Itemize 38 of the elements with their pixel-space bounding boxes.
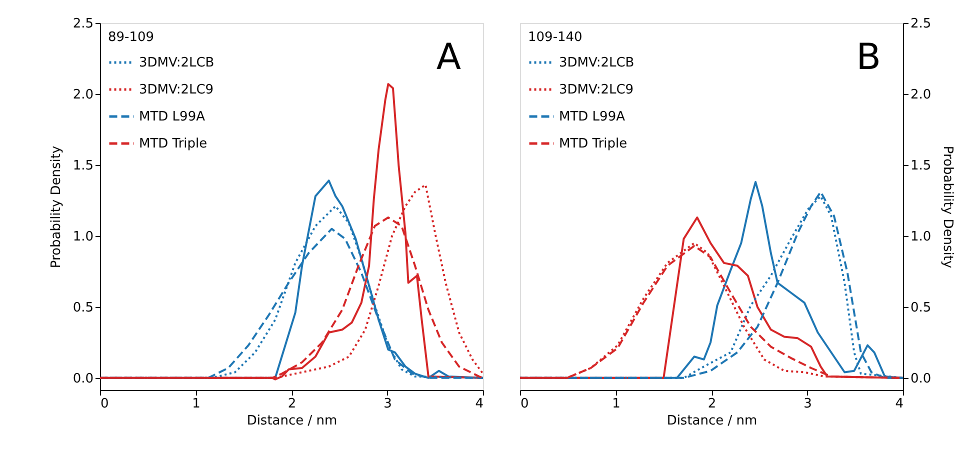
x-tick-label: 0 (520, 396, 529, 412)
legend-label: 3DMV:2LCB (559, 56, 634, 70)
annotation: B (856, 37, 881, 78)
x-tick-label: 2 (708, 396, 716, 412)
x-tick-label: 4 (895, 396, 904, 412)
legend-label: MTD Triple (559, 136, 628, 152)
x-tick-label: 2 (288, 396, 296, 412)
x-axis-title: Distance / nm (666, 414, 758, 428)
y2-tick-label: 1.0 (910, 229, 932, 244)
y2-tick-label: 1.5 (910, 158, 932, 174)
x-tick-label: 3 (804, 396, 812, 412)
y2-tick-label: 2.5 (910, 16, 932, 32)
annotation: A (436, 37, 462, 78)
y-tick-label: 2.0 (72, 87, 94, 102)
x-tick-label: 3 (384, 396, 392, 412)
y2-axis-title: Probability Density (940, 146, 956, 268)
legend-title: 89-109 (108, 30, 154, 45)
legend-label: 3DMV:2LCB (139, 56, 214, 70)
y-axis-title: Probability Density (48, 146, 64, 268)
x-tick-label: 1 (192, 396, 200, 412)
x-tick-label: 1 (612, 396, 620, 412)
legend-label: 3DMV:2LC9 (559, 82, 634, 98)
legend-label: 3DMV:2LC9 (139, 82, 214, 98)
x-tick-label: 4 (475, 396, 484, 412)
x-axis-title: Distance / nm (246, 414, 338, 428)
legend-title: 109-140 (528, 30, 582, 45)
y2-tick-label: 0.0 (910, 371, 932, 386)
legend-label: MTD L99A (139, 110, 206, 124)
y2-tick-label: 0.5 (910, 300, 932, 316)
legend-label: MTD Triple (139, 136, 208, 152)
y2-tick-label: 2.0 (910, 87, 932, 102)
y-tick-label: 1.5 (72, 158, 94, 174)
legend-label: MTD L99A (559, 110, 626, 124)
y-tick-label: 0.5 (72, 300, 94, 316)
x-tick-label: 0 (100, 396, 109, 412)
y-tick-label: 0.0 (72, 371, 94, 386)
y-tick-label: 2.5 (72, 16, 94, 32)
y-tick-label: 1.0 (72, 229, 94, 244)
